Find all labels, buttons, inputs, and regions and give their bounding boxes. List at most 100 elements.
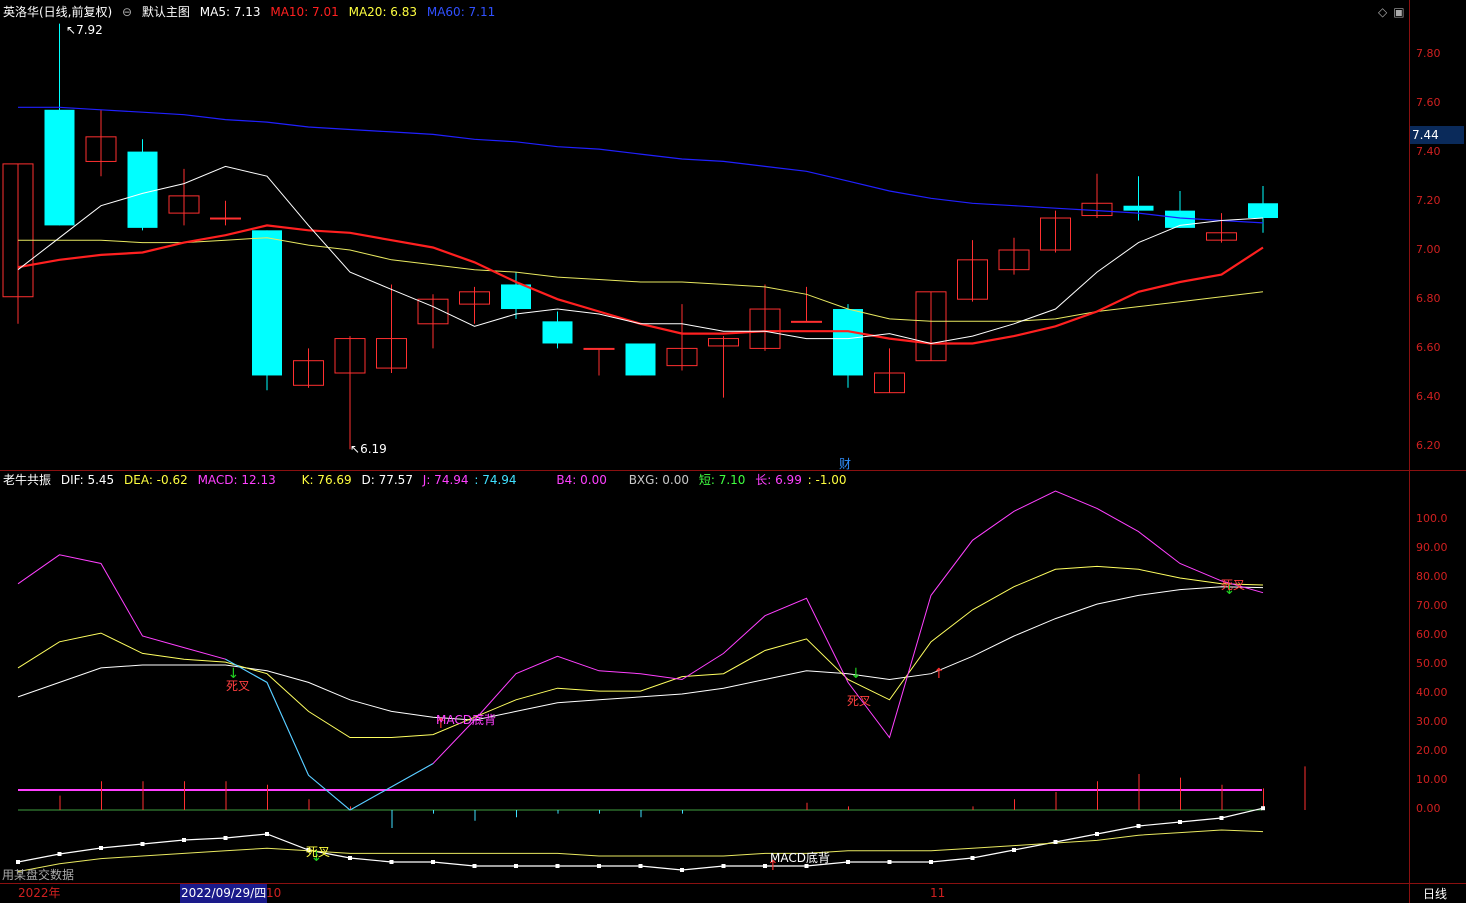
low-price-label: ↖6.19 xyxy=(350,442,387,456)
price-tick: 6.40 xyxy=(1416,390,1441,403)
price-tick: 6.60 xyxy=(1416,341,1441,354)
candle-body-up xyxy=(85,136,117,162)
candle-body-down xyxy=(501,284,531,310)
macd-bottom-label: MACD底背 xyxy=(436,713,496,727)
candle-body-up xyxy=(210,217,241,220)
dif-point xyxy=(306,848,311,852)
short-value: 短: 7.10 xyxy=(698,473,746,487)
candle-body-up xyxy=(1206,232,1237,241)
ma5-value: MA5: 7.13 xyxy=(199,5,261,19)
candle-body-up xyxy=(417,298,449,325)
indicator-tick: 70.00 xyxy=(1416,599,1448,612)
expand-icon[interactable]: ▣ xyxy=(1393,5,1405,19)
dead-cross-label: 死叉 xyxy=(226,679,251,693)
extra-value: : -1.00 xyxy=(807,473,847,487)
dif-point xyxy=(1136,824,1141,828)
high-price-label: ↖7.92 xyxy=(66,23,103,37)
indicator-tick: 10.00 xyxy=(1416,773,1448,786)
b4-value: B4: 0.00 xyxy=(556,473,607,487)
dif-point xyxy=(389,860,394,864)
indicator-tick: 100.0 xyxy=(1416,512,1448,525)
last-price-tag: 7.44 xyxy=(1410,126,1464,144)
indicator-tick: 80.00 xyxy=(1416,570,1448,583)
price-tick: 7.80 xyxy=(1416,47,1441,60)
dif-point xyxy=(57,852,62,856)
dif-line xyxy=(17,807,1264,871)
dif-point xyxy=(1012,848,1016,852)
dif-point xyxy=(1095,832,1099,836)
date-axis: 2022年 2022/09/29/四 10 11 xyxy=(0,884,1409,903)
axis-separator xyxy=(1409,0,1410,903)
candle-body-down xyxy=(44,109,75,226)
candle-body-up xyxy=(957,259,988,300)
finance-marker[interactable]: 财 xyxy=(839,457,852,471)
candle-body-down xyxy=(127,151,158,228)
dead-cross-label: 死叉 xyxy=(847,694,872,708)
ma20-line xyxy=(18,237,1264,322)
period-button[interactable]: 日线 xyxy=(1423,887,1448,901)
dif-point xyxy=(680,868,684,872)
candle-body-up xyxy=(334,338,366,374)
indicator-name[interactable]: 老牛共振 xyxy=(3,473,52,487)
dif-point xyxy=(597,864,601,868)
signal-arrow-icon: ↓ xyxy=(850,666,862,682)
dif-point xyxy=(16,860,20,864)
stock-name-label[interactable]: 英洛华(日线,前复权) xyxy=(3,5,113,19)
dif-point xyxy=(846,860,850,864)
header-controls: ◇ ▣ xyxy=(1378,2,1411,22)
signal-arrow-icon: ↑ xyxy=(435,716,447,732)
signal-arrow-icon: ↓ xyxy=(228,666,240,682)
candle-body-up xyxy=(168,195,200,214)
candle-body-up xyxy=(749,308,781,349)
kdj-d-line xyxy=(17,565,1264,738)
k-value: K: 76.69 xyxy=(301,473,352,487)
d-value: D: 77.57 xyxy=(361,473,413,487)
chart-canvas[interactable]: ↓ ↓ ↓ ↑ ↑ ↑ ↓ xyxy=(0,0,1409,903)
indicator-tick: 90.00 xyxy=(1416,541,1448,554)
dif-point xyxy=(763,864,767,868)
dif-point xyxy=(929,860,933,864)
candle-body-up xyxy=(915,291,947,362)
candle-body-up xyxy=(459,291,490,305)
dif-point xyxy=(348,856,352,860)
kdj-j-line xyxy=(17,490,1264,811)
dif-point xyxy=(140,842,145,846)
candle-body-up xyxy=(1040,217,1071,251)
ma10-line xyxy=(17,224,1264,345)
candle-body-up xyxy=(708,338,739,347)
data-source-label: 用某盘交数据 xyxy=(2,868,75,882)
candle-body-down xyxy=(833,309,863,376)
dif-point xyxy=(223,836,228,840)
candle-body-down xyxy=(1248,203,1278,219)
candle-body-down xyxy=(252,230,282,376)
candle-body-up xyxy=(293,360,324,386)
candle-body-down xyxy=(1123,205,1154,211)
candle-body-up xyxy=(376,338,407,369)
long-value: 长: 6.99 xyxy=(755,473,802,487)
dead-cross-label: 死叉 xyxy=(1221,578,1246,592)
price-tick: 7.60 xyxy=(1416,96,1441,109)
signal-arrow-icon: ↑ xyxy=(767,858,779,874)
price-tick: 6.80 xyxy=(1416,292,1441,305)
candle-body-down xyxy=(1165,210,1195,228)
main-chart-label[interactable]: 默认主图 xyxy=(141,5,190,19)
signal-arrow-icon: ↓ xyxy=(1224,582,1236,598)
price-tick: 6.20 xyxy=(1416,439,1441,452)
ma10-value: MA10: 7.01 xyxy=(270,5,339,19)
kdj-k-line xyxy=(17,586,1264,721)
price-tick: 7.40 xyxy=(1416,145,1441,158)
signal-arrow-icon: ↑ xyxy=(933,666,945,682)
indicator-tick: 50.00 xyxy=(1416,657,1448,670)
macd-bottom-label: MACD底背 xyxy=(770,851,830,865)
candle-body-up xyxy=(666,347,698,367)
price-tick: 7.00 xyxy=(1416,243,1441,256)
dif-point xyxy=(431,860,435,864)
dif-point xyxy=(472,864,477,868)
ma60-line xyxy=(18,106,1264,224)
chart-menu-icon[interactable]: ⊖ xyxy=(122,5,133,19)
indicator-tick: 30.00 xyxy=(1416,715,1448,728)
bxg-value: BXG: 0.00 xyxy=(628,473,690,487)
date-axis-separator xyxy=(0,883,1466,884)
diamond-icon[interactable]: ◇ xyxy=(1378,5,1388,19)
dif-point xyxy=(99,846,103,850)
